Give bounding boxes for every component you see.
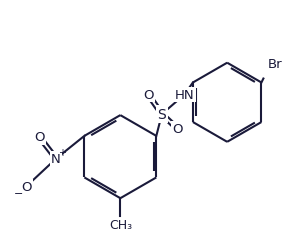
Text: CH₃: CH₃: [109, 218, 132, 232]
Text: N: N: [51, 152, 61, 166]
Text: O: O: [172, 123, 183, 136]
Text: O: O: [143, 88, 153, 102]
Text: O: O: [21, 180, 32, 193]
Text: O: O: [34, 131, 45, 144]
Text: −: −: [14, 188, 23, 199]
Text: +: +: [58, 147, 66, 157]
Text: HN: HN: [175, 88, 195, 102]
Text: S: S: [158, 108, 166, 122]
Text: Br: Br: [268, 58, 283, 71]
